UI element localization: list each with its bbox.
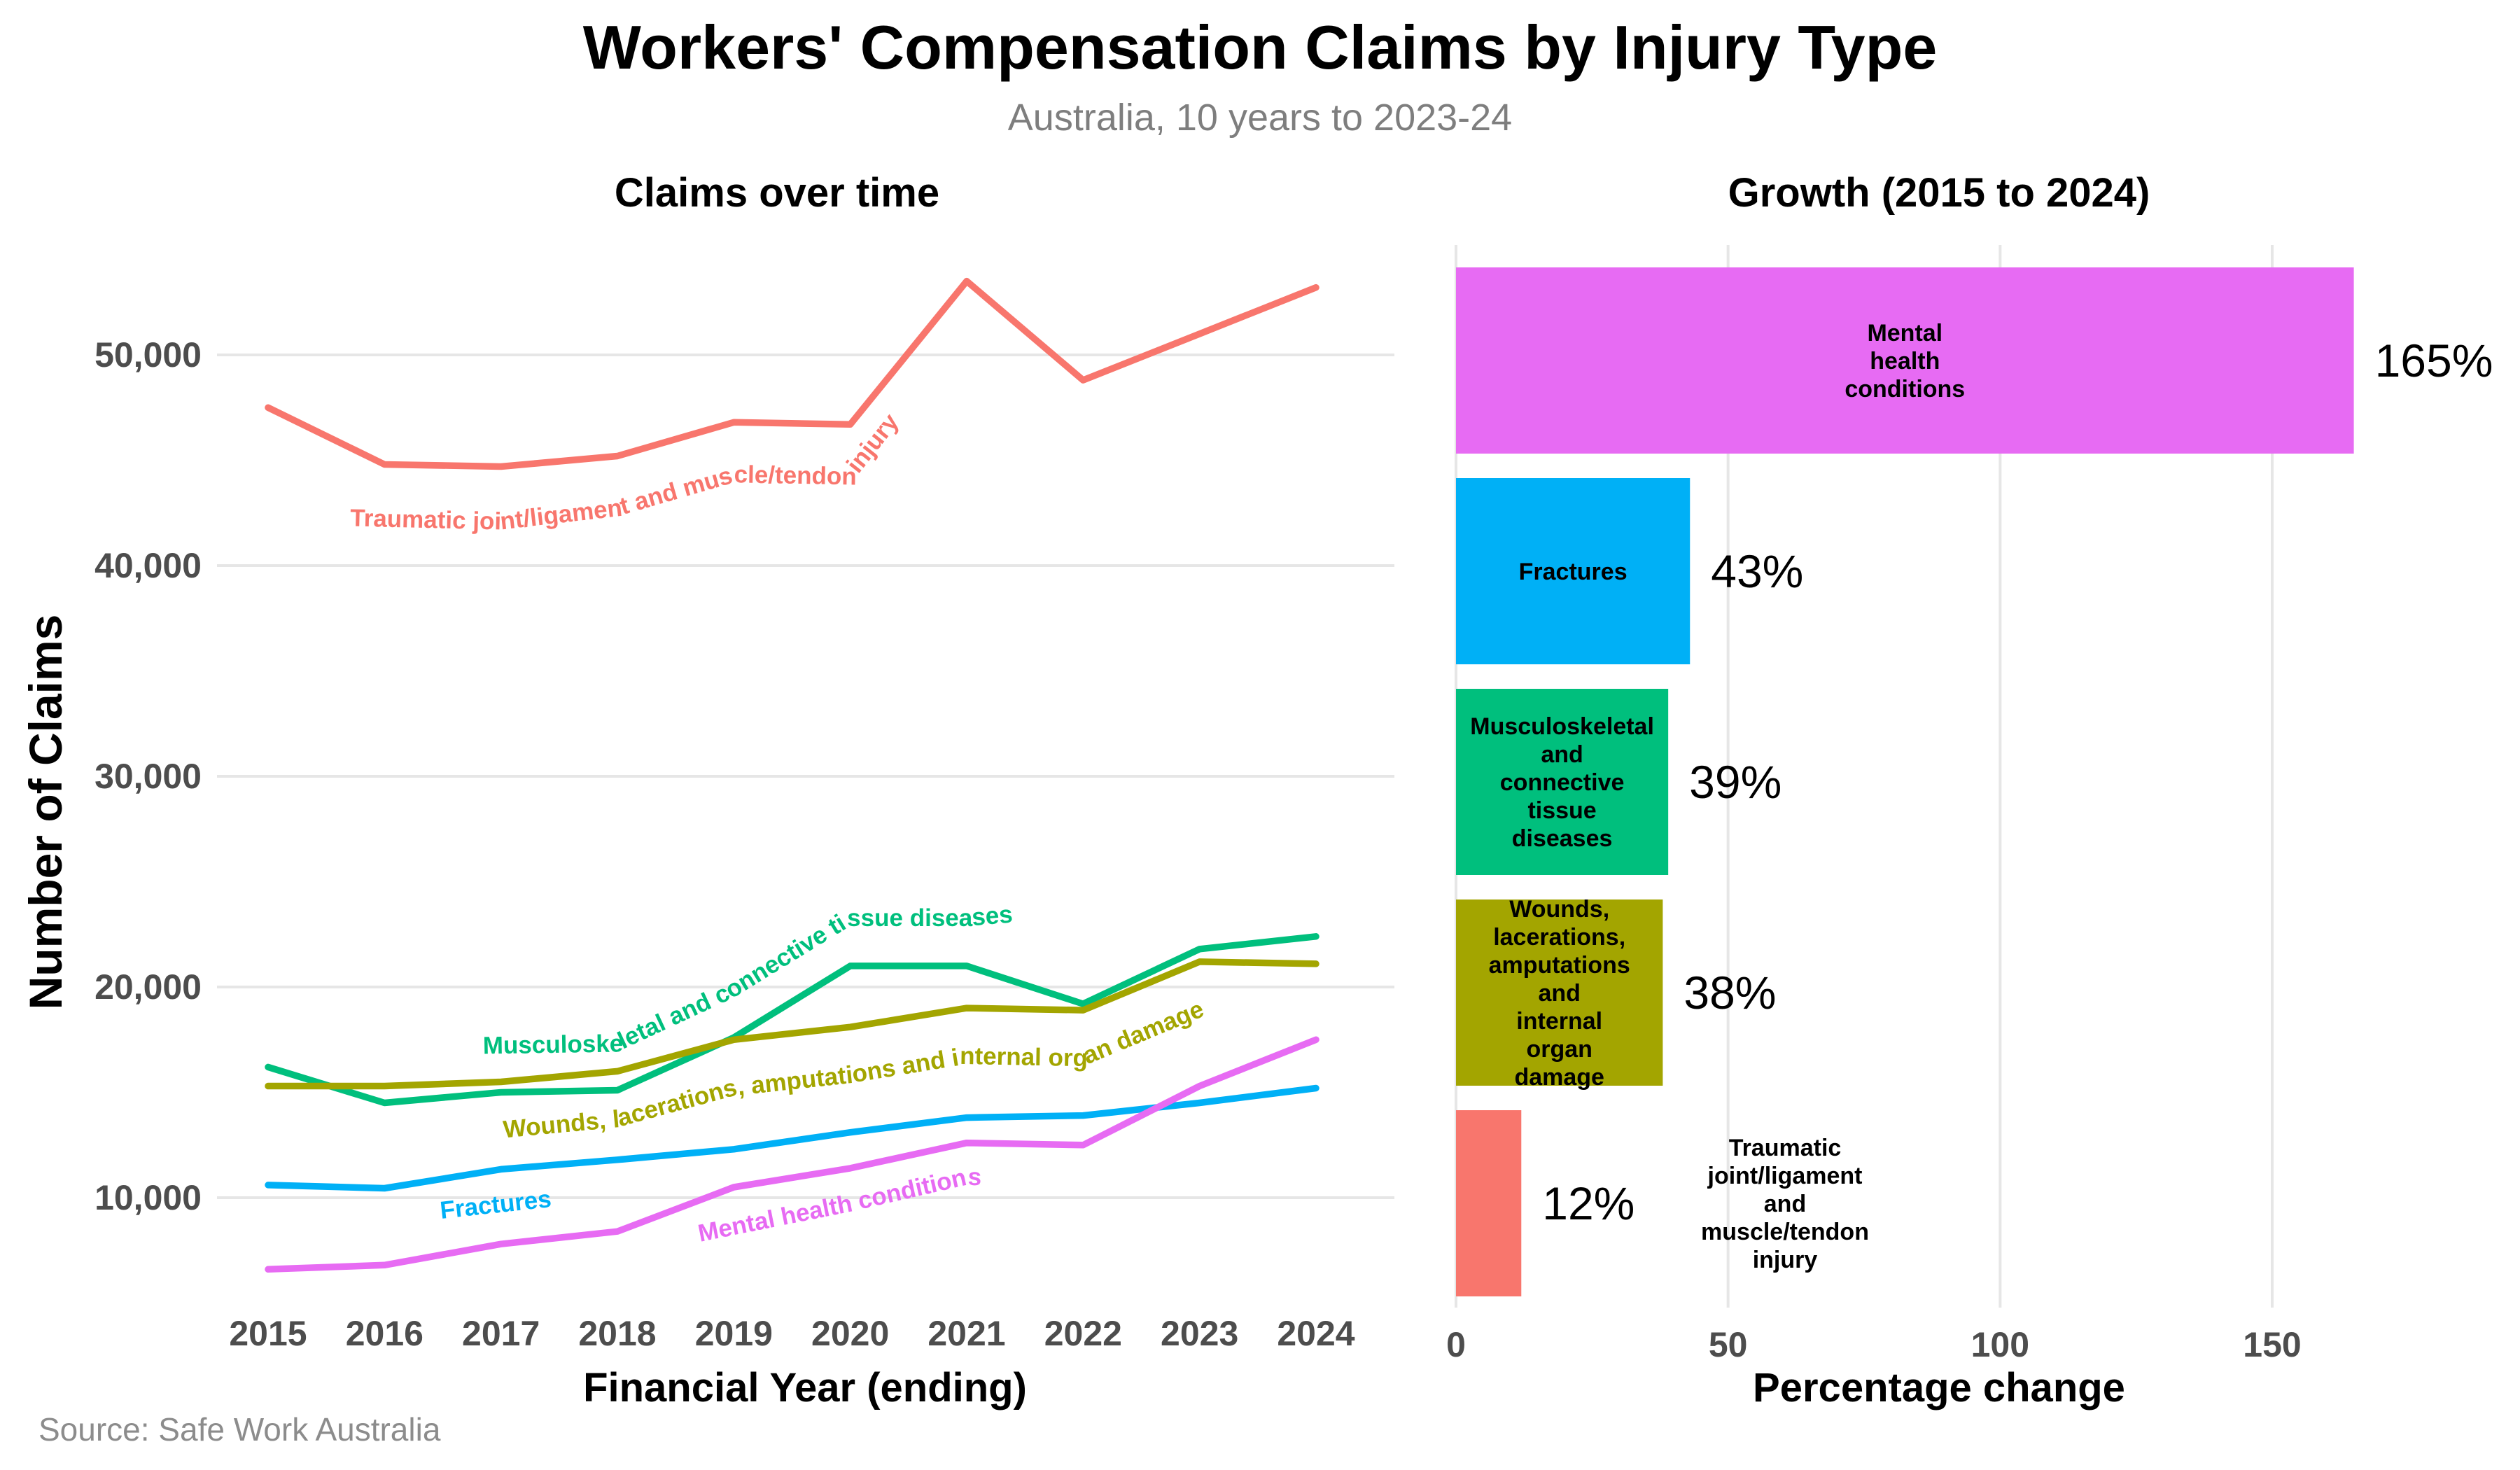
- bar-label-line: damage: [1514, 1064, 1604, 1091]
- bar-value-label-4: 12%: [1542, 1177, 1634, 1229]
- x-axis-title-left: Financial Year (ending): [583, 1365, 1027, 1410]
- bar-chart-bar-labels: Mental health conditions 165% Fractures 43% Mu…: [1470, 320, 2493, 1273]
- y-tick-label: 40,000: [94, 546, 202, 585]
- line-series-4: [265, 1036, 1320, 1273]
- bar-label-line: Traumatic: [1729, 1135, 1842, 1161]
- bar-category-label-2: Musculoskeletal and connective tissue diseas…: [1470, 713, 1654, 852]
- x-tick-label: 2019: [695, 1314, 773, 1353]
- bar-value-label-3: 38%: [1684, 967, 1776, 1018]
- x-tick-label: 150: [2243, 1325, 2301, 1364]
- bar-label-line: diseases: [1512, 825, 1613, 852]
- bar-2: [1456, 689, 1669, 875]
- bar-0: [1456, 267, 2354, 454]
- bar-category-label-0: Mental health conditions: [1844, 320, 1965, 402]
- bar-value-label-2: 39%: [1689, 756, 1782, 808]
- bar-category-label-3: Wounds, lacerations, amputations and interna…: [1489, 896, 1630, 1091]
- x-tick-label: 2021: [927, 1314, 1005, 1353]
- line-series-2: [265, 958, 1320, 1090]
- bar-label-line: muscle/tendon: [1701, 1219, 1869, 1245]
- bar-label-line: lacerations,: [1493, 924, 1625, 951]
- x-axis-title-right: Percentage change: [1753, 1365, 2125, 1410]
- source-note: Source: Safe Work Australia: [38, 1411, 441, 1448]
- bar-label-line: and: [1541, 741, 1583, 768]
- bar-label-line: amputations: [1489, 952, 1630, 979]
- bar-label-line: internal: [1516, 1008, 1602, 1035]
- bar-label-line: and: [1538, 980, 1580, 1007]
- bar-3: [1456, 899, 1663, 1086]
- x-tick-label: 2023: [1161, 1314, 1238, 1353]
- y-tick-label: 30,000: [94, 757, 202, 796]
- bar-label-line: Mental: [1867, 320, 1942, 346]
- line-series-1: [265, 933, 1320, 1107]
- x-tick-label: 2016: [346, 1314, 424, 1353]
- page-subtitle: Australia, 10 years to 2023-24: [1008, 97, 1512, 139]
- bar-category-label-4: Traumatic joint/ligament and muscle/tendon i…: [1701, 1135, 1869, 1273]
- bar-label-line: Wounds,: [1509, 896, 1609, 923]
- line-series-3: [265, 1084, 1320, 1192]
- y-tick-label: 50,000: [94, 335, 202, 374]
- bar-value-label-1: 43%: [1711, 545, 1803, 597]
- bar-label-line: joint/ligament: [1707, 1163, 1863, 1189]
- bar-label-line: health: [1870, 348, 1940, 374]
- bar-label-line: organ: [1526, 1036, 1592, 1063]
- x-tick-label: 2020: [811, 1314, 889, 1353]
- bar-label-line: Fractures: [1519, 559, 1628, 585]
- x-tick-label: 2017: [462, 1314, 540, 1353]
- line-chart-series: [265, 277, 1320, 1273]
- bar-value-label-0: 165%: [2375, 335, 2493, 386]
- bar-label-line: tissue: [1527, 797, 1596, 824]
- bar-chart-x-tick-labels: 0 50 100 150: [1446, 1325, 2302, 1364]
- y-tick-label: 20,000: [94, 967, 202, 1007]
- bar-label-line: connective: [1500, 769, 1625, 796]
- bar-chart-bars: [1456, 267, 2354, 1296]
- x-tick-label: 50: [1709, 1325, 1748, 1364]
- page-title: Workers' Compensation Claims by Injury T…: [583, 13, 1938, 82]
- x-tick-label: 2022: [1044, 1314, 1122, 1353]
- line-chart-gridlines: [217, 354, 1394, 1199]
- line-chart-title: Claims over time: [615, 170, 939, 216]
- x-tick-label: 2015: [229, 1314, 307, 1353]
- bar-category-label-1: Fractures: [1519, 559, 1628, 585]
- bar-label-line: conditions: [1844, 376, 1965, 402]
- bar-4: [1456, 1110, 1522, 1296]
- line-chart-x-tick-labels: 2015 2016 2017 2018 2019 2020 2021 2022 2023 2024: [229, 1314, 1354, 1353]
- y-axis-title: Number of Claims: [20, 615, 71, 1010]
- line-series-0: [265, 277, 1320, 470]
- bar-label-line: Musculoskeletal: [1470, 713, 1654, 740]
- x-tick-label: 2018: [578, 1314, 656, 1353]
- bar-chart-title: Growth (2015 to 2024): [1728, 170, 2150, 216]
- bar-label-line: and: [1764, 1191, 1806, 1217]
- line-chart-y-tick-labels: 10,000 20,000 30,000 40,000 50,000: [94, 335, 202, 1217]
- bar-1: [1456, 478, 1690, 664]
- x-tick-label: 100: [1971, 1325, 2029, 1364]
- x-tick-label: 0: [1446, 1325, 1466, 1364]
- bar-label-line: injury: [1753, 1247, 1818, 1273]
- x-tick-label: 2024: [1277, 1314, 1354, 1353]
- y-tick-label: 10,000: [94, 1178, 202, 1217]
